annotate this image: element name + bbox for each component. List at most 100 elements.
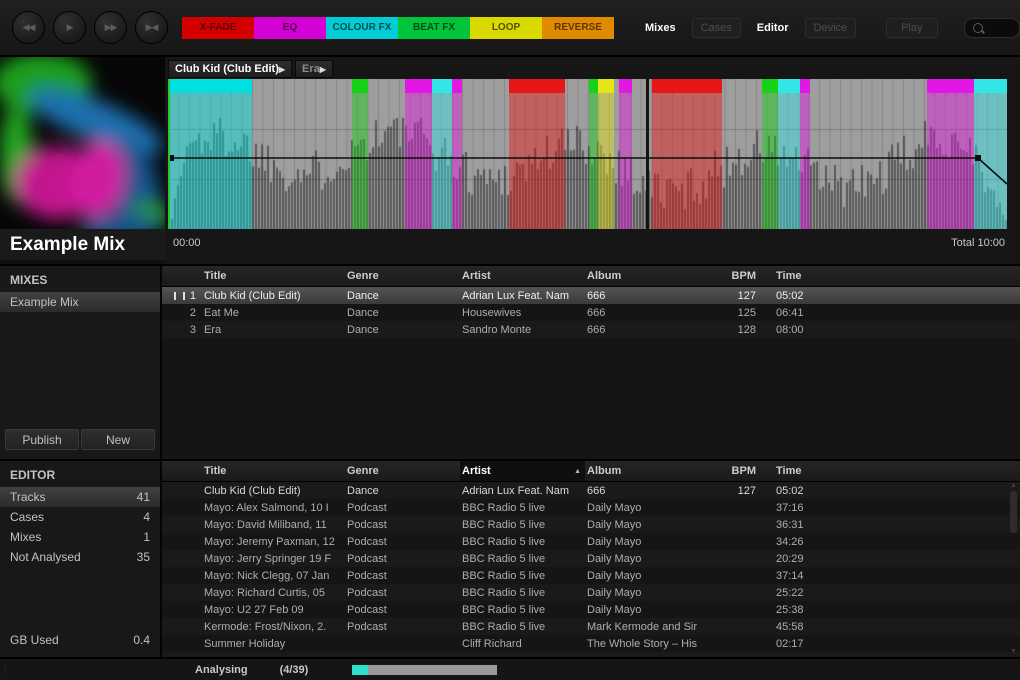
volume-handle[interactable] bbox=[975, 155, 981, 161]
fx-button[interactable]: REVERSE bbox=[542, 16, 614, 39]
fx-segment[interactable] bbox=[509, 79, 566, 229]
library-track-row[interactable]: Mayo: Nick Clegg, 07 Jan Podcast BBC Rad… bbox=[162, 567, 1020, 584]
fx-button[interactable]: BEAT FX bbox=[398, 16, 470, 39]
transport-button[interactable]: ◀◀ bbox=[12, 11, 45, 44]
column-album[interactable]: Album bbox=[587, 465, 622, 477]
fx-segment[interactable] bbox=[351, 79, 368, 229]
view-tab[interactable]: Editor bbox=[756, 21, 789, 34]
cell-artist: BBC Radio 5 live bbox=[462, 569, 546, 582]
transport-button[interactable]: ▶ bbox=[53, 11, 86, 44]
column-genre[interactable]: Genre bbox=[347, 465, 379, 477]
cell-album: Daily Mayo bbox=[587, 569, 642, 582]
volume-automation-line[interactable] bbox=[168, 79, 1007, 229]
mix-title: Example Mix bbox=[0, 229, 165, 260]
fx-segment[interactable] bbox=[168, 79, 252, 229]
transport-icon: ▶◀ bbox=[145, 22, 159, 32]
mix-track-row[interactable]: 1 Club Kid (Club Edit) Dance Adrian Lux … bbox=[162, 287, 1020, 304]
fx-segment[interactable] bbox=[618, 79, 633, 229]
scroll-down-icon[interactable]: ▼ bbox=[1010, 648, 1017, 655]
fx-segment[interactable] bbox=[762, 79, 778, 229]
fx-button[interactable]: COLOUR FX bbox=[326, 16, 398, 39]
cell-album: 666 bbox=[587, 306, 606, 319]
fx-segment[interactable] bbox=[799, 79, 810, 229]
column-artist-sorted[interactable]: Artist ▲ bbox=[460, 461, 585, 481]
spacer bbox=[0, 312, 160, 425]
scroll-up-icon[interactable]: ▲ bbox=[1010, 482, 1017, 489]
publish-button[interactable]: Publish bbox=[5, 429, 79, 450]
library-track-row[interactable]: Mayo: Jerry Springer 19 F Podcast BBC Ra… bbox=[162, 550, 1020, 567]
new-mix-button[interactable]: New bbox=[81, 429, 155, 450]
search-box[interactable] bbox=[963, 17, 1020, 38]
editor-stat-item[interactable]: Cases 4 bbox=[0, 507, 160, 527]
column-album[interactable]: Album bbox=[587, 270, 622, 282]
top-toolbar: ◀◀ ▶ ▶▶ ▶◀ X-FADE EQ COLOUR FX BEAT FX LOOP REVE… bbox=[0, 0, 1020, 57]
column-bpm[interactable]: BPM bbox=[731, 465, 756, 477]
search-input[interactable] bbox=[988, 20, 1011, 35]
stat-value: 4 bbox=[143, 510, 150, 524]
column-time[interactable]: Time bbox=[776, 465, 802, 477]
playhead-marker[interactable] bbox=[168, 79, 170, 229]
track-header[interactable]: Club Kid (Club Edit) ▶ bbox=[168, 60, 293, 78]
status-bar: ⁞ Analysing (4/39) bbox=[0, 657, 1020, 680]
fx-segment[interactable] bbox=[432, 79, 453, 229]
mix-track-row[interactable]: 2 Eat Me Dance Housewives 666 125 06:41 bbox=[162, 304, 1020, 321]
fx-segment[interactable] bbox=[652, 79, 722, 229]
column-genre[interactable]: Genre bbox=[347, 270, 379, 282]
mix-tracklist: Title Genre Artist Album BPM Time 1 Club… bbox=[162, 266, 1020, 459]
fx-button[interactable]: X-FADE bbox=[182, 16, 254, 39]
fx-segment[interactable] bbox=[927, 79, 975, 229]
waveform-display[interactable] bbox=[168, 79, 1007, 229]
fx-button[interactable]: EQ bbox=[254, 16, 326, 39]
library-track-row[interactable]: Mayo: Jeremy Paxman, 12 Podcast BBC Radi… bbox=[162, 533, 1020, 550]
editor-stat-item[interactable]: Tracks 41 bbox=[0, 487, 160, 507]
library-track-row[interactable]: Mayo: Alex Salmond, 10 I Podcast BBC Rad… bbox=[162, 499, 1020, 516]
cell-album: Daily Mayo bbox=[587, 586, 642, 599]
library-track-row[interactable]: Mayo: U2 27 Feb 09 Podcast BBC Radio 5 l… bbox=[162, 601, 1020, 618]
cell-time: 05:02 bbox=[776, 484, 804, 497]
scrollbar-thumb[interactable] bbox=[1010, 491, 1017, 533]
library-track-row[interactable]: Club Kid (Club Edit) Dance Adrian Lux Fe… bbox=[162, 482, 1020, 499]
library-track-row[interactable]: Mayo: Richard Curtis, 05 Podcast BBC Rad… bbox=[162, 584, 1020, 601]
spacer bbox=[0, 567, 160, 627]
fx-segment[interactable] bbox=[404, 79, 433, 229]
view-tab[interactable]: Device bbox=[804, 17, 857, 38]
cell-title: Club Kid (Club Edit) bbox=[204, 484, 301, 497]
time-bar: 00:00 Total 10:00 bbox=[168, 229, 1007, 256]
column-artist[interactable]: Artist bbox=[462, 270, 491, 282]
cell-bpm: 125 bbox=[737, 306, 756, 319]
analysis-progress-fill bbox=[352, 664, 369, 675]
transport-button[interactable]: ▶◀ bbox=[135, 11, 168, 44]
cell-title: Summer Holiday bbox=[204, 637, 286, 650]
fx-segment[interactable] bbox=[452, 79, 463, 229]
fx-button[interactable]: LOOP bbox=[470, 16, 542, 39]
volume-handle[interactable] bbox=[168, 155, 174, 161]
mix-list-item[interactable]: Example Mix bbox=[0, 292, 160, 312]
cell-artist: BBC Radio 5 live bbox=[462, 518, 546, 531]
fx-segment[interactable] bbox=[974, 79, 1007, 229]
column-bpm[interactable]: BPM bbox=[731, 270, 756, 282]
fx-segment[interactable] bbox=[777, 79, 800, 229]
library-scrollbar[interactable]: ▲ ▼ bbox=[1008, 482, 1019, 655]
column-time[interactable]: Time bbox=[776, 270, 802, 282]
view-tabs: Mixes Cases Editor Device bbox=[636, 17, 857, 38]
view-tab[interactable]: Mixes bbox=[645, 21, 676, 34]
mix-track-row[interactable]: 3 Era Dance Sandro Monte 666 128 08:00 bbox=[162, 321, 1020, 338]
fx-segment[interactable] bbox=[589, 79, 598, 229]
cell-genre: Podcast bbox=[347, 535, 387, 548]
column-title[interactable]: Title bbox=[204, 465, 227, 477]
editor-stat-item[interactable]: Not Analysed 35 bbox=[0, 547, 160, 567]
play-mix-button[interactable]: Play bbox=[886, 17, 938, 38]
cell-album: Daily Mayo bbox=[587, 501, 642, 514]
cell-title: Mayo: Richard Curtis, 05 bbox=[204, 586, 326, 599]
column-title[interactable]: Title bbox=[204, 270, 227, 282]
transport-button[interactable]: ▶▶ bbox=[94, 11, 127, 44]
library-track-row[interactable]: Kermode: Frost/Nixon, 2. Podcast BBC Rad… bbox=[162, 618, 1020, 635]
view-tab[interactable]: Cases bbox=[691, 17, 741, 38]
fx-segment[interactable] bbox=[597, 79, 615, 229]
cell-album: Daily Mayo bbox=[587, 603, 642, 616]
track-header[interactable]: Era ▶ bbox=[295, 60, 333, 78]
editor-stat-item[interactable]: Mixes 1 bbox=[0, 527, 160, 547]
library-track-row[interactable]: Summer Holiday Cliff Richard The Whole S… bbox=[162, 635, 1020, 652]
library-track-row[interactable]: Mayo: David Miliband, 11 Podcast BBC Rad… bbox=[162, 516, 1020, 533]
